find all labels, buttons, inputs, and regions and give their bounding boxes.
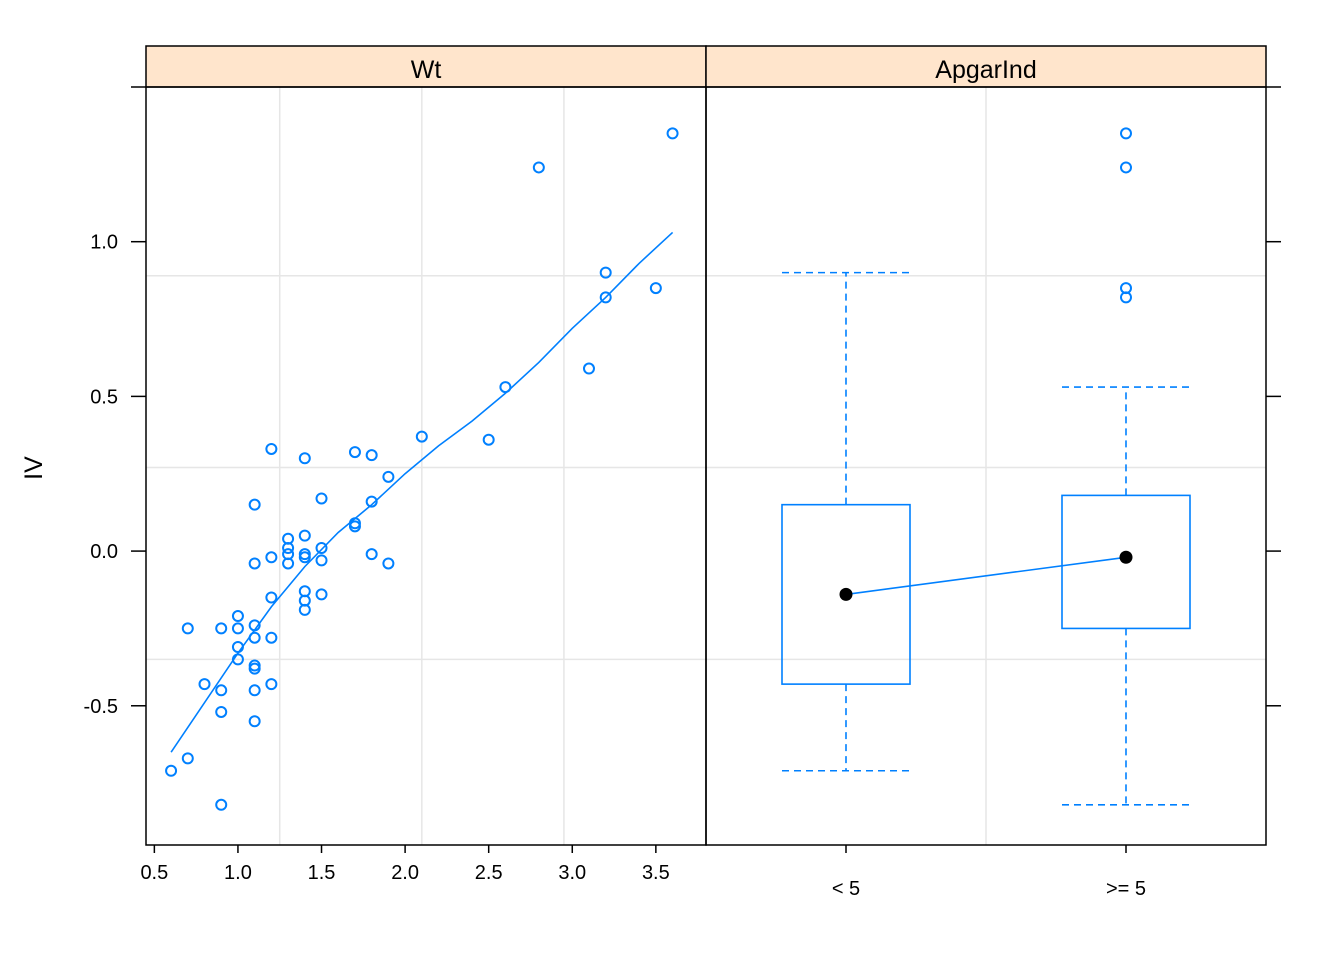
x-tick-label: 1.5 <box>308 862 336 884</box>
scatter-point <box>365 495 378 508</box>
outlier-point <box>1120 161 1132 174</box>
scatter-point <box>666 127 679 140</box>
scatter-point <box>282 532 295 545</box>
scatter-point <box>198 678 211 691</box>
scatter-point <box>248 498 261 511</box>
median-dot <box>839 587 853 601</box>
scatter-point <box>231 653 244 666</box>
y-tick-label: 0.5 <box>90 386 118 408</box>
scatter-point <box>382 557 395 570</box>
scatter-point <box>248 715 261 728</box>
scatter-point <box>649 282 662 295</box>
scatter-point <box>298 585 311 598</box>
scatter-point <box>298 529 311 542</box>
scatter-point <box>248 659 261 672</box>
scatter-point <box>165 764 178 777</box>
scatter-point <box>231 610 244 623</box>
scatter-point <box>265 551 278 564</box>
scatter-point <box>348 446 361 459</box>
x-tick-label: 2.5 <box>475 862 503 884</box>
strip-label: ApgarInd <box>935 56 1036 84</box>
scatter-point <box>248 557 261 570</box>
scatter-point <box>365 548 378 561</box>
x-tick-label: 1.0 <box>224 862 252 884</box>
scatter-point <box>582 362 595 375</box>
scatter-point <box>265 631 278 644</box>
y-tick-label: 1.0 <box>90 232 118 254</box>
scatter-point <box>298 548 311 561</box>
strip-background <box>145 45 707 88</box>
scatter-point <box>348 517 361 530</box>
y-axis-title: IV <box>20 456 48 480</box>
scatter-point <box>599 291 612 304</box>
y-tick-label: -0.5 <box>84 696 118 718</box>
scatter-point <box>215 622 228 635</box>
scatter-point <box>499 381 512 394</box>
scatter-point <box>599 266 612 279</box>
scatter-point <box>315 492 328 505</box>
scatter-point <box>248 684 261 697</box>
scatter-point <box>215 798 228 811</box>
scatter-point <box>231 622 244 635</box>
outlier-point <box>1120 282 1132 295</box>
scatter-point <box>181 622 194 635</box>
scatter-point <box>248 619 261 632</box>
median-line <box>845 556 1127 596</box>
scatter-point <box>215 705 228 718</box>
scatter-point <box>181 752 194 765</box>
scatter-point <box>315 588 328 601</box>
x-tick-label: 3.5 <box>642 862 670 884</box>
scatter-point <box>365 449 378 462</box>
scatter-point <box>315 554 328 567</box>
median-dot <box>1119 550 1133 564</box>
scatter-point <box>315 541 328 554</box>
strip-label: Wt <box>411 56 442 84</box>
x-tick-label: 2.0 <box>391 862 419 884</box>
scatter-point <box>282 548 295 561</box>
panel-frame <box>145 86 707 846</box>
scatter-point <box>265 442 278 455</box>
x-tick-label: < 5 <box>832 878 860 900</box>
scatter-point <box>248 631 261 644</box>
outlier-point <box>1120 127 1132 140</box>
y-tick-label: 0.0 <box>90 541 118 563</box>
x-tick-label: 3.0 <box>558 862 586 884</box>
scatter-point <box>382 470 395 483</box>
panel-frame <box>705 86 1267 846</box>
scatter-point <box>231 640 244 653</box>
scatter-point <box>532 161 545 174</box>
scatter-point <box>265 591 278 604</box>
x-tick-label: 0.5 <box>140 862 168 884</box>
scatter-point <box>482 433 495 446</box>
scatter-point <box>265 678 278 691</box>
scatter-point <box>215 684 228 697</box>
x-tick-label: >= 5 <box>1106 878 1146 900</box>
scatter-point <box>415 430 428 443</box>
strip-background <box>705 45 1267 88</box>
scatter-point <box>298 452 311 465</box>
